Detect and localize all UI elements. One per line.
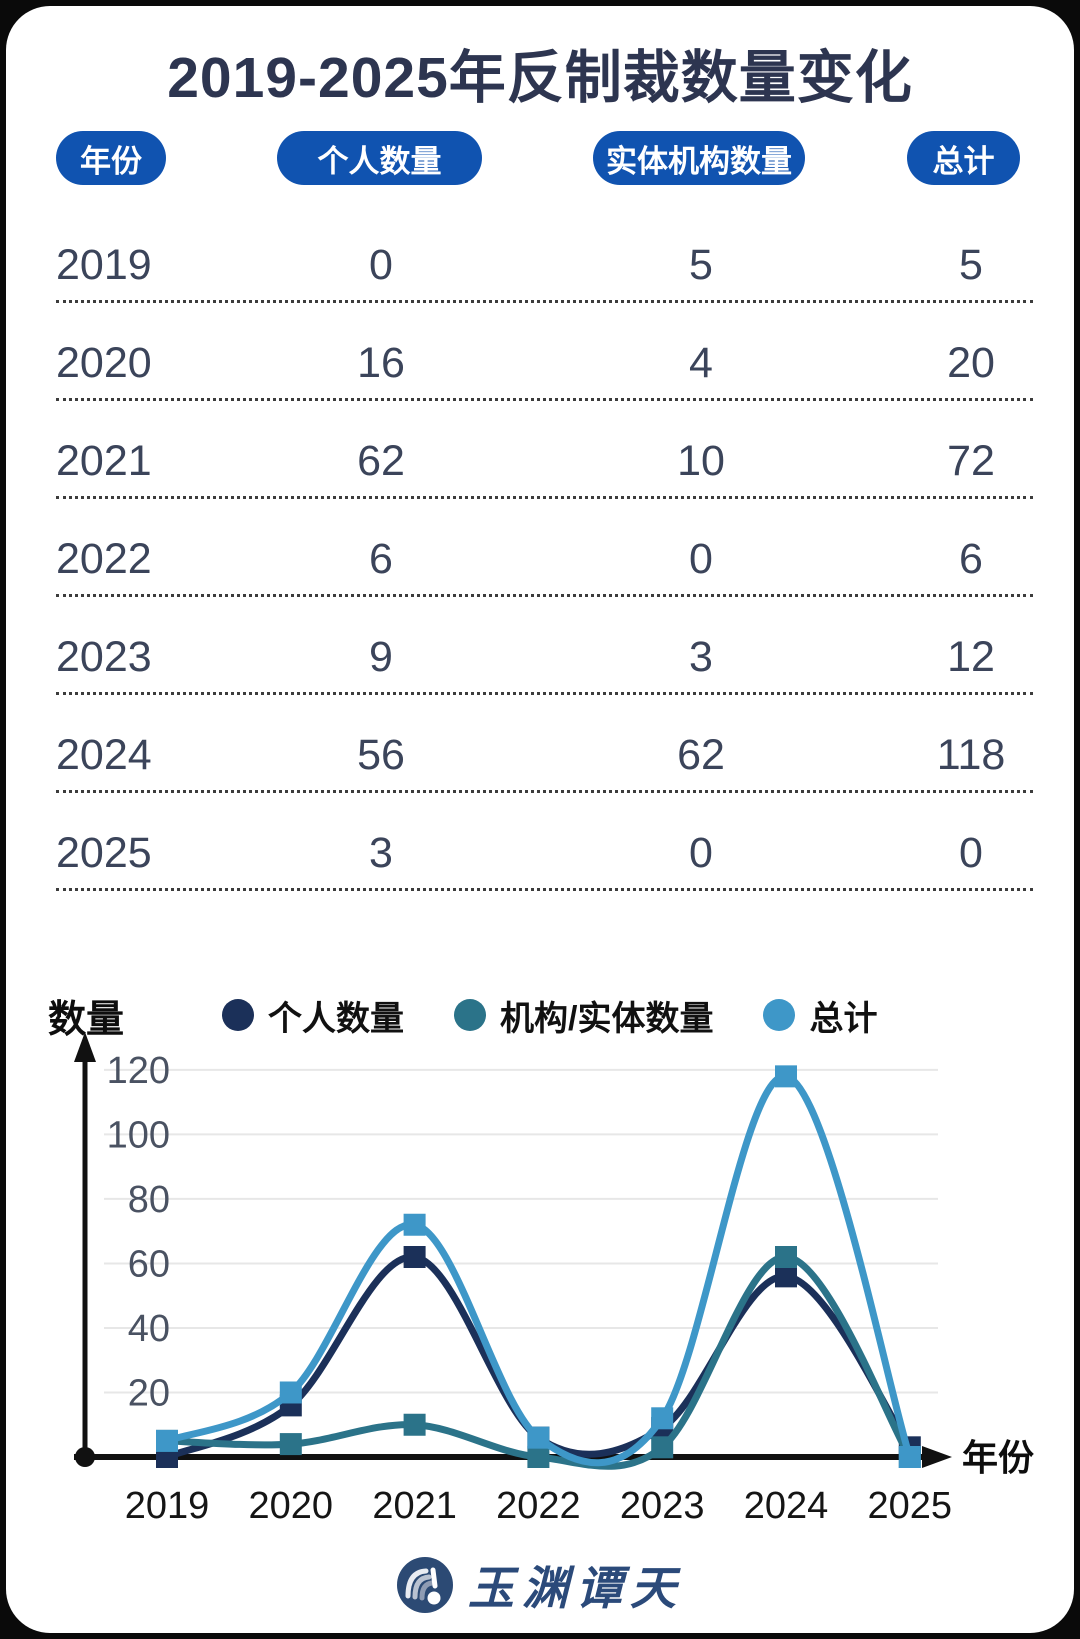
table-cell-individuals: 62 bbox=[357, 437, 405, 485]
legend-label: 个人数量 bbox=[268, 999, 405, 1038]
table-cell-total: 0 bbox=[959, 829, 983, 877]
table-cell-entities: 3 bbox=[689, 633, 713, 681]
table-row: 2021 62 10 72 bbox=[56, 398, 1033, 499]
page-title: 2019-2025年反制裁数量变化 bbox=[167, 46, 913, 110]
table-header-total: 总计 bbox=[907, 131, 1020, 185]
table-cell-entities: 5 bbox=[689, 241, 713, 289]
table-header-entities: 实体机构数量 bbox=[593, 131, 805, 185]
table-cell-year: 2024 bbox=[56, 731, 152, 779]
table-cell-entities: 4 bbox=[689, 339, 713, 387]
table-cell-total: 72 bbox=[947, 437, 995, 485]
table-cell-year: 2021 bbox=[56, 437, 152, 485]
table-cell-individuals: 56 bbox=[357, 731, 405, 779]
chart-legend: 数量 个人数量 机构/实体数量 总计 bbox=[48, 990, 927, 1041]
table-cell-entities: 0 bbox=[689, 829, 713, 877]
table-cell-year: 2023 bbox=[56, 633, 152, 681]
y-axis-title: 数量 bbox=[48, 998, 125, 1041]
table-cell-entities: 10 bbox=[677, 437, 725, 485]
table-cell-individuals: 6 bbox=[369, 535, 393, 583]
legend-label: 机构/实体数量 bbox=[500, 999, 714, 1038]
table-cell-year: 2022 bbox=[56, 535, 152, 583]
legend-item: 机构/实体数量 bbox=[454, 991, 713, 1040]
table-header-individuals: 个人数量 bbox=[277, 131, 482, 185]
table-row: 2023 9 3 12 bbox=[56, 594, 1033, 695]
table-row: 2025 3 0 0 bbox=[56, 790, 1033, 891]
footer-logo: 玉渊谭天 bbox=[0, 1552, 1080, 1618]
table-cell-year: 2019 bbox=[56, 241, 152, 289]
table-cell-individuals: 0 bbox=[369, 241, 393, 289]
table-cell-year: 2025 bbox=[56, 829, 152, 877]
table-cell-entities: 62 bbox=[677, 731, 725, 779]
table-cell-total: 20 bbox=[947, 339, 995, 387]
table-row: 2024 56 62 118 bbox=[56, 692, 1033, 793]
legend-label: 总计 bbox=[809, 999, 878, 1038]
logo-icon bbox=[397, 1557, 453, 1613]
table-header-year: 年份 bbox=[56, 131, 166, 185]
table-cell-individuals: 16 bbox=[357, 339, 405, 387]
legend-dot-icon bbox=[763, 999, 796, 1031]
table-cell-individuals: 3 bbox=[369, 829, 393, 877]
table-row: 2022 6 0 6 bbox=[56, 496, 1033, 597]
table-cell-total: 118 bbox=[936, 731, 1006, 779]
table-cell-total: 6 bbox=[959, 535, 983, 583]
table-row: 2020 16 4 20 bbox=[56, 300, 1033, 401]
legend-dot-icon bbox=[222, 999, 255, 1031]
legend-dot-icon bbox=[454, 999, 487, 1031]
table-cell-total: 5 bbox=[959, 241, 983, 289]
legend-item: 总计 bbox=[763, 991, 877, 1040]
legend-item: 个人数量 bbox=[222, 991, 404, 1040]
logo-text: 玉渊谭天 bbox=[468, 1561, 684, 1615]
table-cell-individuals: 9 bbox=[369, 633, 393, 681]
table-cell-year: 2020 bbox=[56, 339, 152, 387]
table-row: 2019 0 5 5 bbox=[56, 202, 1033, 303]
table-cell-entities: 0 bbox=[689, 535, 713, 583]
table-cell-total: 12 bbox=[947, 633, 995, 681]
